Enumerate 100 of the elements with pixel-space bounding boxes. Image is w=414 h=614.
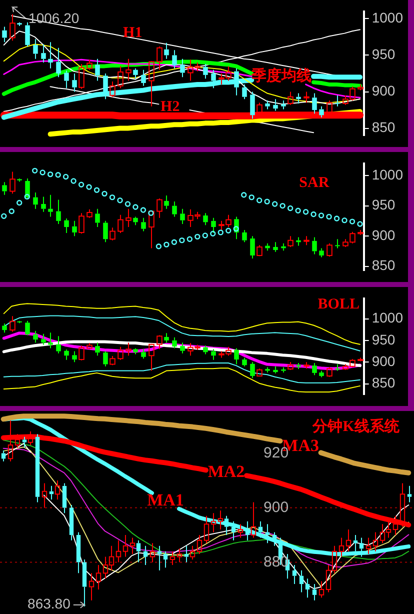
candlestick <box>17 23 22 27</box>
candlestick <box>141 348 146 360</box>
candlestick <box>133 216 138 226</box>
candlestick <box>76 532 81 574</box>
candlestick <box>96 564 102 590</box>
candlestick <box>312 92 317 114</box>
candlestick <box>203 345 208 355</box>
point <box>179 237 185 244</box>
point <box>310 211 316 218</box>
point <box>218 230 224 236</box>
candlestick <box>203 212 208 226</box>
point <box>148 210 154 216</box>
candlestick <box>56 336 61 354</box>
y-tick-label: 850 <box>372 374 396 391</box>
point <box>40 170 46 176</box>
annotation: 1006.20 <box>28 10 80 26</box>
candlestick <box>335 94 340 107</box>
point <box>280 202 286 209</box>
candlestick <box>122 534 128 558</box>
y-tick-label: 850 <box>372 119 396 136</box>
chart-title: BOLL <box>318 296 360 313</box>
point <box>102 190 108 197</box>
candlestick <box>35 434 40 503</box>
point <box>24 194 30 200</box>
candlestick <box>116 540 122 563</box>
y-tick-label: 950 <box>372 196 396 213</box>
point <box>233 226 239 232</box>
point <box>171 239 178 245</box>
point <box>302 209 309 215</box>
candlestick <box>204 515 210 544</box>
candlestick <box>133 68 138 80</box>
candlestick <box>2 182 7 196</box>
candlestick <box>335 238 340 249</box>
candlestick <box>265 100 270 110</box>
candlestick <box>25 22 30 47</box>
candlestick <box>148 344 154 372</box>
candlestick <box>250 236 255 259</box>
candlestick <box>103 220 108 243</box>
candlestick <box>180 342 185 354</box>
point <box>349 218 356 224</box>
candlestick <box>172 50 177 69</box>
candlestick <box>319 106 324 118</box>
candlestick <box>22 436 27 448</box>
candlestick <box>148 61 154 107</box>
candlestick <box>2 26 7 43</box>
candlestick <box>203 64 208 80</box>
candlestick <box>172 201 177 218</box>
candlestick <box>56 199 61 224</box>
candlestick <box>292 564 297 585</box>
candlestick <box>64 349 69 360</box>
candlestick <box>312 362 317 376</box>
candlestick <box>72 220 77 237</box>
point <box>78 182 84 188</box>
candlestick <box>2 323 7 334</box>
candlestick <box>231 520 236 541</box>
point <box>109 194 116 200</box>
candlestick <box>407 485 412 503</box>
candlestick <box>33 192 38 210</box>
candlestick <box>273 366 278 374</box>
candlestick <box>366 537 372 555</box>
candlestick <box>250 362 255 379</box>
candlestick <box>126 58 132 82</box>
candlestick <box>10 171 16 194</box>
point <box>62 174 69 180</box>
point <box>140 207 146 213</box>
candlestick <box>130 537 136 555</box>
candlestick <box>172 336 177 349</box>
candlestick <box>312 584 317 601</box>
candlestick <box>346 529 352 552</box>
candlestick <box>48 42 53 69</box>
candlestick <box>126 342 132 356</box>
candlestick <box>338 537 344 558</box>
candlestick <box>304 91 310 104</box>
candlestick <box>41 333 46 346</box>
candlestick <box>305 578 310 598</box>
point <box>16 200 22 206</box>
y-tick-label: 1000 <box>372 310 404 326</box>
point <box>132 204 138 210</box>
candlestick <box>95 342 100 356</box>
series-label: MA1 <box>147 490 184 510</box>
candlestick <box>1 450 6 462</box>
point <box>287 205 294 212</box>
candlestick <box>164 332 169 344</box>
candlestick <box>211 348 216 360</box>
candlestick <box>180 208 185 224</box>
y-tick-label: 950 <box>372 46 396 62</box>
y-tick-label: 850 <box>372 257 396 274</box>
point <box>342 217 348 224</box>
candlestick <box>156 46 162 70</box>
point <box>186 236 193 242</box>
candlestick <box>48 194 53 218</box>
point <box>124 201 131 207</box>
candlestick <box>156 198 162 218</box>
candlestick <box>72 350 77 363</box>
candlestick <box>143 545 148 566</box>
candlestick <box>372 532 378 552</box>
point <box>70 178 76 184</box>
candlestick <box>176 548 182 563</box>
point <box>1 213 7 219</box>
candlestick <box>95 58 100 82</box>
